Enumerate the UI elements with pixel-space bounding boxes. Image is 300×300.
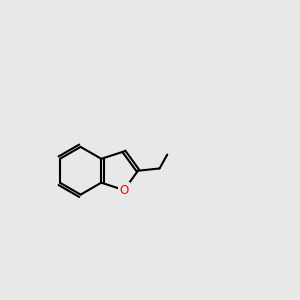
Text: O: O (119, 184, 129, 196)
